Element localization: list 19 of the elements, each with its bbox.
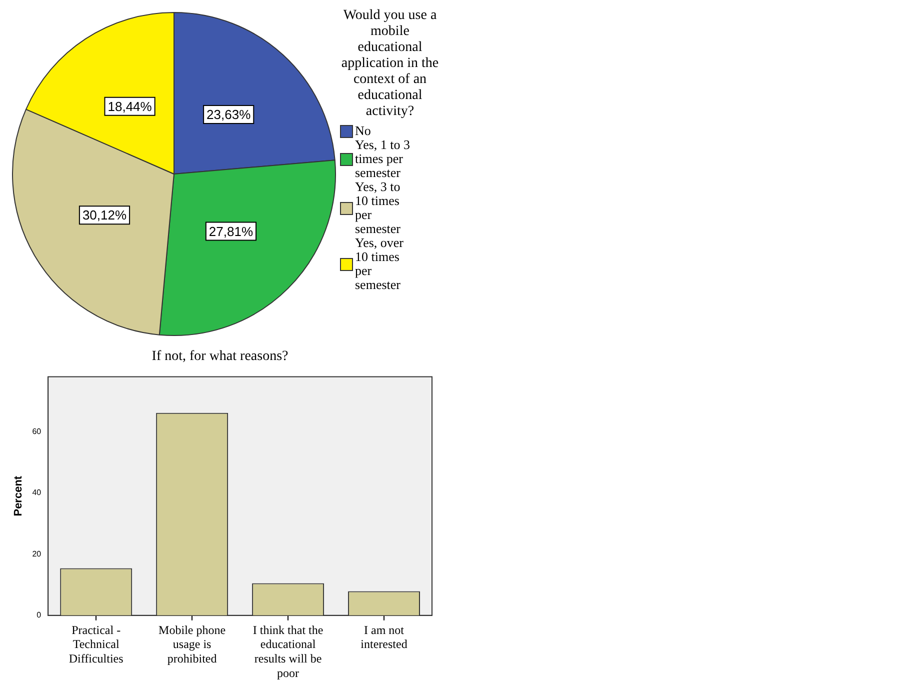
y-tick-label: 40 — [32, 488, 42, 498]
legend-title: Would you use a mobile educational application in the context of an educational activity? — [340, 8, 440, 120]
y-tick-label: 0 — [36, 610, 42, 620]
data-label: 27,81% — [208, 224, 254, 239]
chart-title: If not, for what reasons? — [152, 349, 288, 364]
data-label: 18,44% — [108, 99, 152, 114]
x-tick-label: I think that the educational results will be poor — [252, 622, 324, 680]
legend-label: Yes, over 10 times per semester — [355, 235, 405, 292]
y-axis-title: Percent — [12, 476, 25, 516]
legend-label: Yes, 1 to 3 times per semester — [355, 137, 412, 180]
x-tick-label: Practical - Technical Difficulties — [68, 622, 124, 666]
x-tick-label: Mobile phone usage is prohibited — [158, 622, 226, 666]
legend-label: No — [355, 123, 372, 138]
legend-label: Yes, 3 to 10 times per semester — [355, 179, 402, 236]
x-tick-label: I am not interested — [360, 622, 408, 652]
y-tick-label: 60 — [32, 427, 42, 436]
data-label: 23,63% — [206, 107, 252, 122]
data-label: 30,12% — [82, 208, 127, 223]
y-tick-label: 20 — [32, 549, 42, 558]
